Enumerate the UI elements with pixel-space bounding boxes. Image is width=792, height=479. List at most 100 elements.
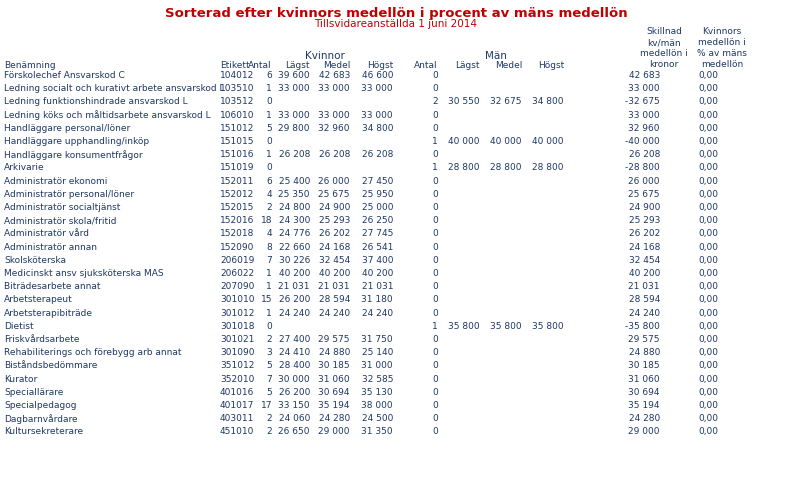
Text: 31 000: 31 000: [361, 361, 393, 370]
Text: 301090: 301090: [220, 348, 254, 357]
Text: 25 400: 25 400: [279, 177, 310, 185]
Text: 24 280: 24 280: [629, 414, 660, 423]
Text: 5: 5: [266, 124, 272, 133]
Text: Speciallärare: Speciallärare: [4, 388, 63, 397]
Text: 25 350: 25 350: [279, 190, 310, 199]
Text: 33 000: 33 000: [361, 111, 393, 120]
Text: 24 800: 24 800: [279, 203, 310, 212]
Text: 0,00: 0,00: [698, 97, 718, 106]
Text: 0: 0: [432, 242, 438, 251]
Text: 0: 0: [432, 111, 438, 120]
Text: 0,00: 0,00: [698, 348, 718, 357]
Text: 33 000: 33 000: [628, 84, 660, 93]
Text: 25 675: 25 675: [318, 190, 350, 199]
Text: 33 000: 33 000: [278, 111, 310, 120]
Text: 4: 4: [266, 229, 272, 239]
Text: 0: 0: [266, 97, 272, 106]
Text: 0: 0: [432, 150, 438, 159]
Text: 17: 17: [261, 401, 272, 410]
Text: Skolsköterska: Skolsköterska: [4, 256, 66, 265]
Text: Medel: Medel: [322, 61, 350, 70]
Text: 33 000: 33 000: [318, 111, 350, 120]
Text: 0: 0: [432, 177, 438, 185]
Text: 40 200: 40 200: [629, 269, 660, 278]
Text: 6: 6: [266, 177, 272, 185]
Text: 0: 0: [432, 256, 438, 265]
Text: 0: 0: [432, 388, 438, 397]
Text: 0: 0: [432, 269, 438, 278]
Text: 35 800: 35 800: [490, 322, 522, 331]
Text: Ledning funktionshindrade ansvarskod L: Ledning funktionshindrade ansvarskod L: [4, 97, 188, 106]
Text: 24 240: 24 240: [319, 308, 350, 318]
Text: Män: Män: [485, 51, 507, 61]
Text: 26 650: 26 650: [279, 427, 310, 436]
Text: Kvinnors
medellön i
% av mäns
medellön: Kvinnors medellön i % av mäns medellön: [697, 27, 747, 69]
Text: 39 600: 39 600: [278, 71, 310, 80]
Text: Skillnad
kv/män
medellön i
kronor: Skillnad kv/män medellön i kronor: [640, 27, 688, 69]
Text: 0,00: 0,00: [698, 84, 718, 93]
Text: 18: 18: [261, 216, 272, 225]
Text: 0,00: 0,00: [698, 375, 718, 384]
Text: 103510: 103510: [220, 84, 254, 93]
Text: Biståndsbedömmare: Biståndsbedömmare: [4, 361, 97, 370]
Text: 0,00: 0,00: [698, 282, 718, 291]
Text: 451010: 451010: [220, 427, 254, 436]
Text: 1: 1: [266, 150, 272, 159]
Text: 33 000: 33 000: [278, 84, 310, 93]
Text: 35 194: 35 194: [318, 401, 350, 410]
Text: 0,00: 0,00: [698, 296, 718, 304]
Text: 0: 0: [432, 190, 438, 199]
Text: 40 200: 40 200: [362, 269, 393, 278]
Text: 207090: 207090: [220, 282, 254, 291]
Text: -35 800: -35 800: [625, 322, 660, 331]
Text: 26 250: 26 250: [362, 216, 393, 225]
Text: 25 675: 25 675: [629, 190, 660, 199]
Text: Administratör socialtjänst: Administratör socialtjänst: [4, 203, 120, 212]
Text: 403011: 403011: [220, 414, 254, 423]
Text: 0,00: 0,00: [698, 137, 718, 146]
Text: 24 900: 24 900: [318, 203, 350, 212]
Text: Arbetsterapeut: Arbetsterapeut: [4, 296, 73, 304]
Text: 5: 5: [266, 361, 272, 370]
Text: 1: 1: [266, 84, 272, 93]
Text: 28 594: 28 594: [629, 296, 660, 304]
Text: 40 200: 40 200: [318, 269, 350, 278]
Text: 28 594: 28 594: [318, 296, 350, 304]
Text: Sorterad efter kvinnors medellön i procent av mäns medellön: Sorterad efter kvinnors medellön i proce…: [165, 7, 627, 20]
Text: Handläggare konsumentfrågor: Handläggare konsumentfrågor: [4, 150, 143, 160]
Text: 151016: 151016: [220, 150, 254, 159]
Text: 0,00: 0,00: [698, 322, 718, 331]
Text: 0,00: 0,00: [698, 388, 718, 397]
Text: 26 208: 26 208: [629, 150, 660, 159]
Text: Högst: Högst: [538, 61, 564, 70]
Text: Antal: Antal: [249, 61, 272, 70]
Text: 21 031: 21 031: [361, 282, 393, 291]
Text: 152016: 152016: [220, 216, 254, 225]
Text: 4: 4: [266, 190, 272, 199]
Text: Kurator: Kurator: [4, 375, 37, 384]
Text: Kultursekreterare: Kultursekreterare: [4, 427, 83, 436]
Text: 35 130: 35 130: [361, 388, 393, 397]
Text: 6: 6: [266, 71, 272, 80]
Text: 33 000: 33 000: [318, 84, 350, 93]
Text: 40 000: 40 000: [532, 137, 564, 146]
Text: 7: 7: [266, 375, 272, 384]
Text: 42 683: 42 683: [318, 71, 350, 80]
Text: Medicinskt ansv sjuksköterska MAS: Medicinskt ansv sjuksköterska MAS: [4, 269, 164, 278]
Text: Handläggare upphandling/inköp: Handläggare upphandling/inköp: [4, 137, 149, 146]
Text: 1: 1: [266, 282, 272, 291]
Text: 24 240: 24 240: [629, 308, 660, 318]
Text: 0: 0: [432, 308, 438, 318]
Text: 8: 8: [266, 242, 272, 251]
Text: 28 800: 28 800: [448, 163, 480, 172]
Text: 35 800: 35 800: [448, 322, 480, 331]
Text: 0,00: 0,00: [698, 111, 718, 120]
Text: 30 226: 30 226: [279, 256, 310, 265]
Text: 24 300: 24 300: [279, 216, 310, 225]
Text: 31 750: 31 750: [361, 335, 393, 344]
Text: 40 000: 40 000: [490, 137, 522, 146]
Text: 0: 0: [432, 361, 438, 370]
Text: 1: 1: [432, 163, 438, 172]
Text: 34 800: 34 800: [532, 97, 564, 106]
Text: Kvinnor: Kvinnor: [305, 51, 345, 61]
